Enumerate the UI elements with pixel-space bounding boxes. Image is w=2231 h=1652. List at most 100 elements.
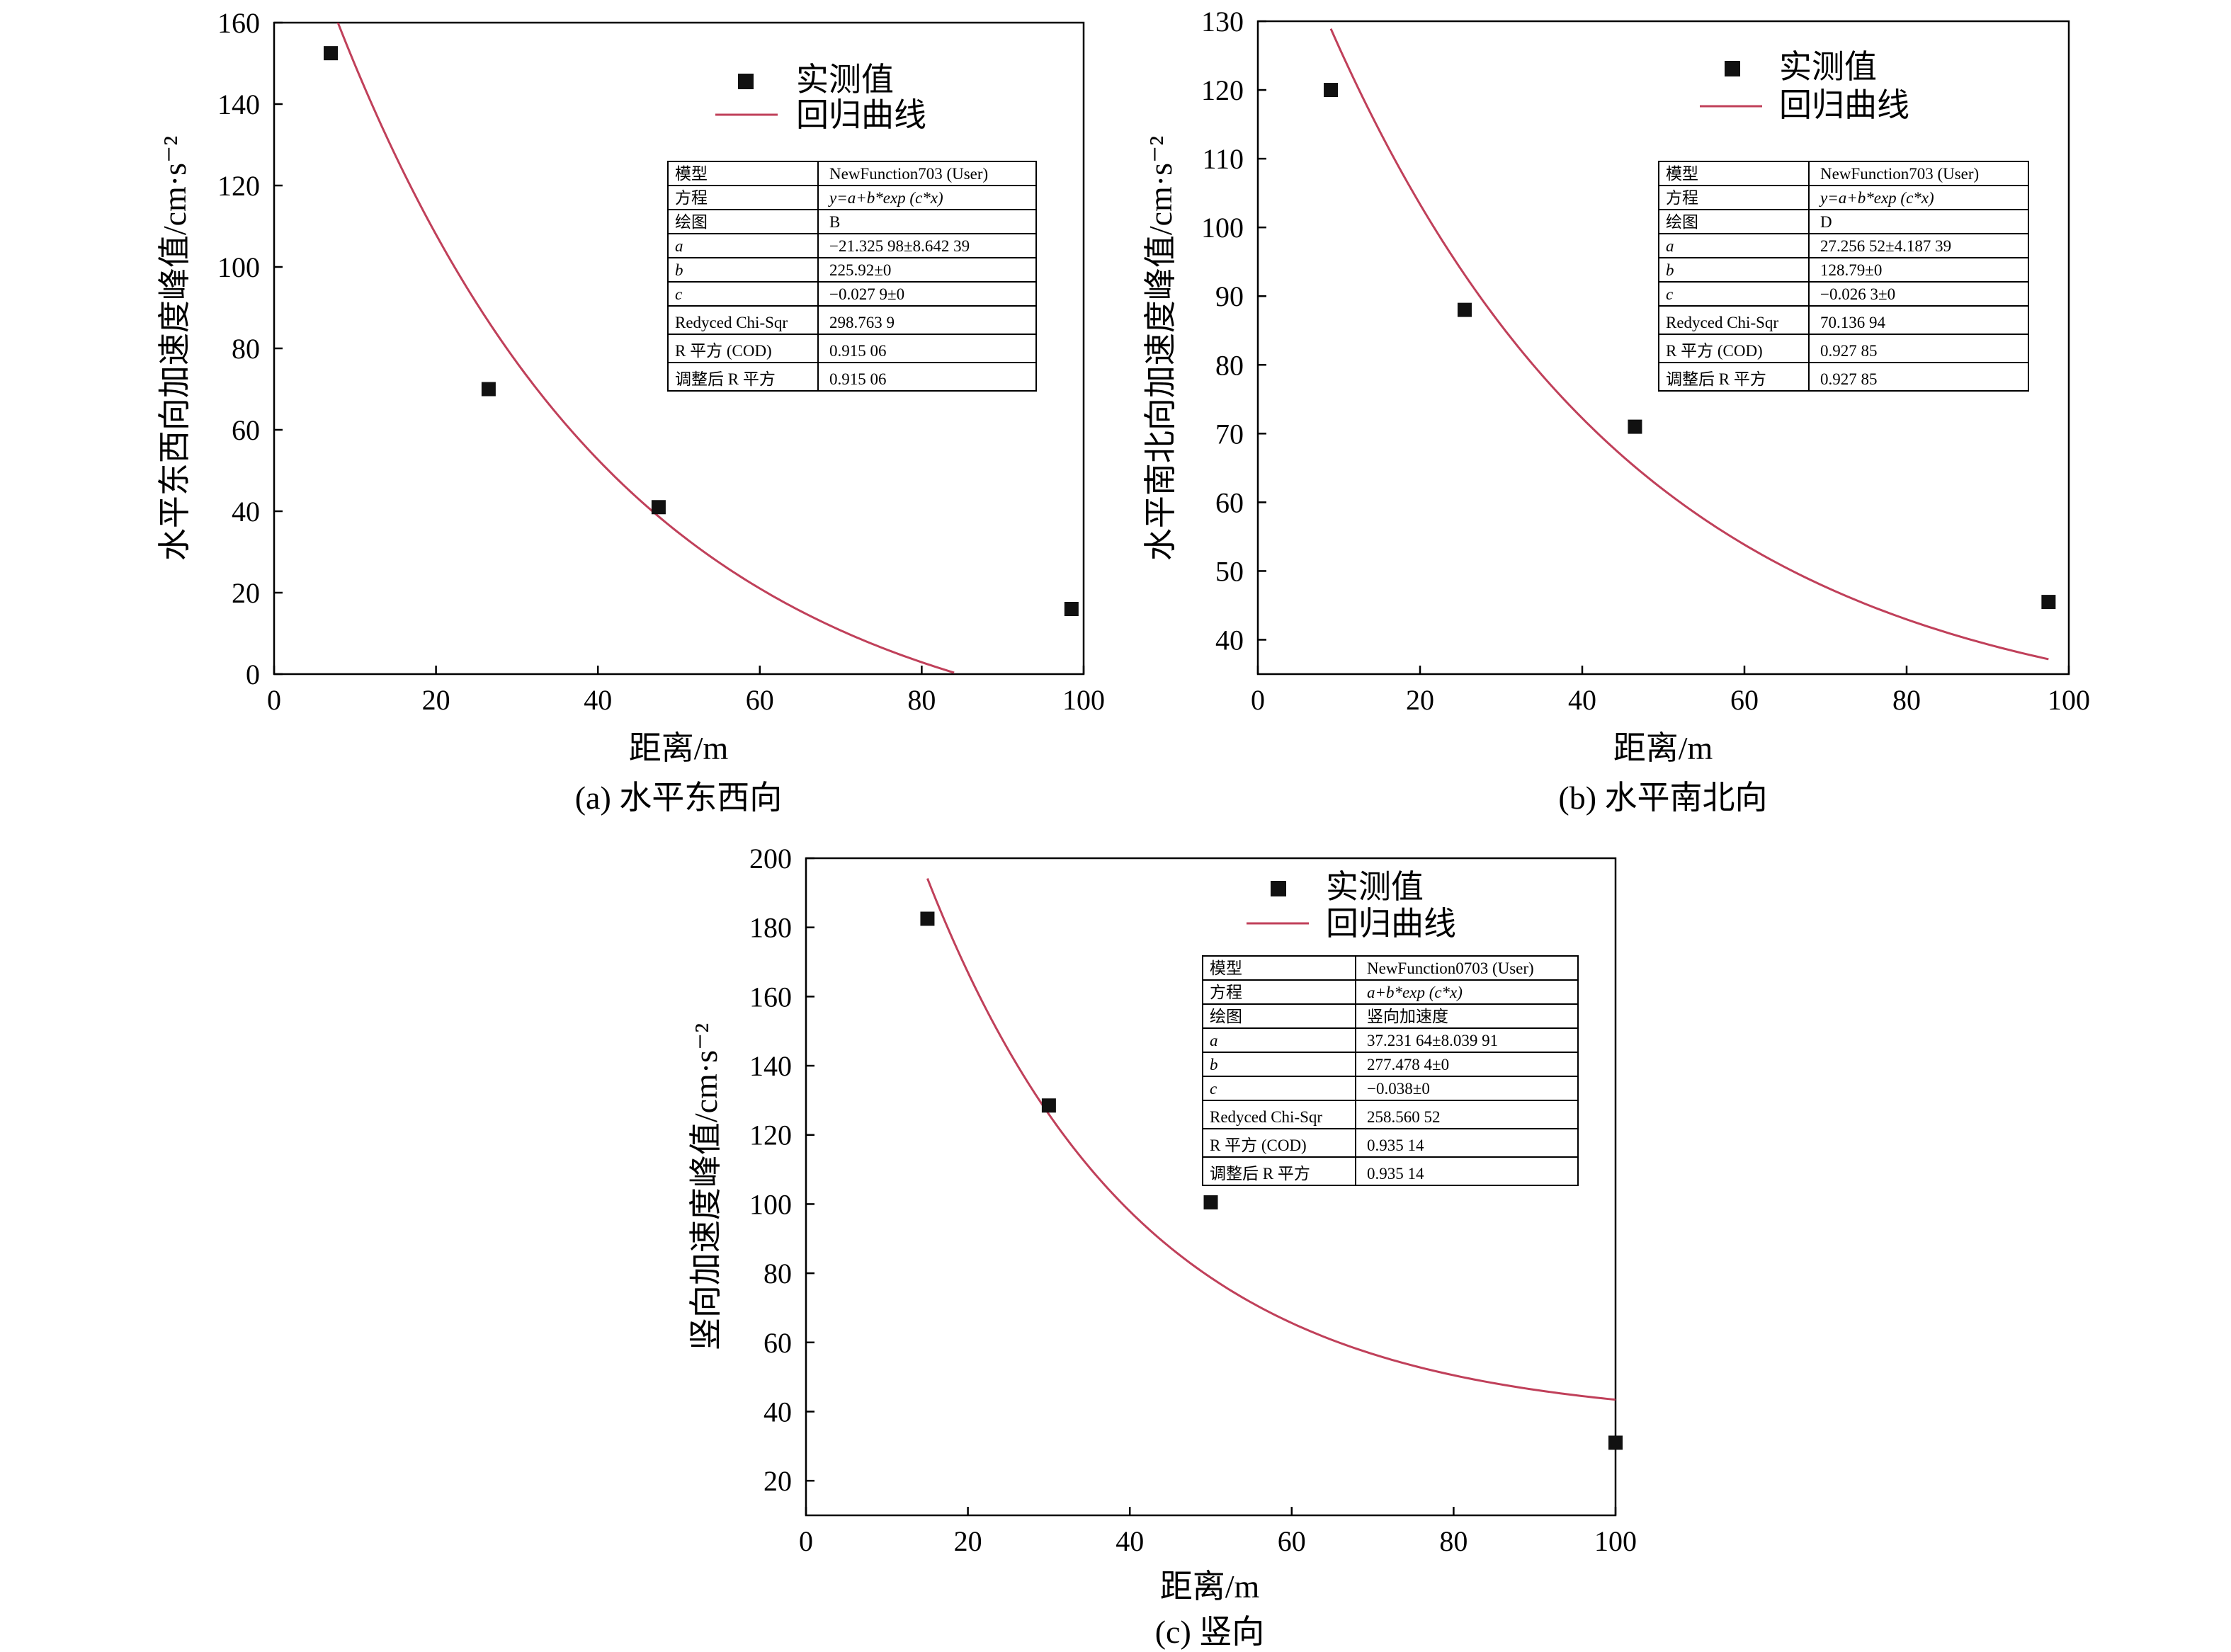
x-tick-label: 80 (1439, 1525, 1468, 1557)
table-cell-value: 70.136 94 (1820, 314, 1886, 331)
table-cell-value: B (829, 213, 840, 231)
regression-curve (336, 23, 955, 674)
x-tick-label: 20 (422, 684, 450, 716)
fit-statistics-table: 模型 NewFunction703 (User) 方程 y=a+b*exp (c*x)… (667, 161, 1037, 392)
y-axis-title: 水平南北向加速度峰值/cm·s⁻² (1142, 136, 1179, 561)
y-tick-label: 80 (1215, 349, 1244, 381)
table-cell-label: 方程 (1210, 984, 1242, 1001)
regression-curve (1329, 28, 2049, 661)
table-cell-label: b (1666, 261, 1674, 279)
data-point (1064, 602, 1079, 616)
table-cell-value: NewFunction0703 (User) (1367, 959, 1534, 977)
legend-marker-measured (738, 74, 754, 89)
y-tick-label: 180 (749, 912, 792, 944)
plot-frame (805, 857, 1617, 1517)
table-cell-label: 模型 (1666, 165, 1698, 183)
data-point (1608, 1435, 1623, 1450)
y-axis: 0 20 40 60 80 100 120 140 160 (217, 7, 283, 690)
table-cell-label: 绘图 (1666, 213, 1698, 231)
data-point (324, 46, 339, 61)
table-cell-label: c (1210, 1080, 1217, 1098)
y-axis: 20 40 60 80 100 120 140 160 180 200 (749, 843, 814, 1497)
table-cell-value: y=a+b*exp (c*x) (828, 189, 943, 207)
legend-label-measured: 实测值 (796, 62, 894, 98)
data-point (1628, 419, 1642, 434)
table-cell-value: −0.026 3±0 (1820, 285, 1895, 303)
x-tick-label: 60 (1730, 684, 1759, 716)
measured-points (324, 46, 1079, 616)
table-cell-label: 模型 (675, 165, 708, 183)
table-cell-value: a+b*exp (c*x) (1367, 984, 1463, 1001)
x-tick-label: 0 (799, 1525, 813, 1557)
table-cell-label: 调整后 R 平方 (675, 370, 776, 388)
y-axis-title: 水平东西向加速度峰值/cm·s⁻² (157, 136, 193, 561)
table-cell-value: −21.325 98±8.642 39 (829, 237, 970, 255)
x-tick-label: 100 (1594, 1525, 1637, 1557)
y-tick-label: 60 (1215, 486, 1244, 518)
table-cell-value: NewFunction703 (User) (1820, 165, 1979, 183)
table-cell-value: 225.92±0 (829, 261, 891, 279)
table-cell-label: Redyced Chi-Sqr (1210, 1108, 1322, 1126)
x-axis: 0 20 40 60 80 100 (799, 1507, 1637, 1557)
legend-label-measured: 实测值 (1779, 49, 1877, 85)
data-point (651, 500, 666, 515)
legend: 实测值 回归曲线 (1700, 49, 1909, 123)
y-tick-label: 20 (232, 577, 260, 609)
x-tick-label: 80 (907, 684, 936, 716)
table-cell-label: a (1666, 237, 1674, 255)
data-point (1041, 1098, 1056, 1113)
x-tick-label: 20 (1406, 684, 1434, 716)
table-cell-value: 0.915 06 (829, 370, 887, 388)
x-axis-title: 距离/m (629, 730, 729, 766)
x-tick-label: 40 (1116, 1525, 1144, 1557)
table-cell-value: 0.935 14 (1367, 1137, 1424, 1154)
table-cell-label: 绘图 (675, 213, 708, 231)
x-tick-label: 60 (746, 684, 774, 716)
measured-points (920, 911, 1623, 1450)
table-cell-value: −0.027 9±0 (829, 285, 904, 303)
y-tick-label: 40 (1215, 624, 1244, 656)
table-cell-label: 调整后 R 平方 (1210, 1165, 1310, 1183)
x-tick-label: 40 (584, 684, 612, 716)
table-cell-value: NewFunction703 (User) (829, 165, 988, 183)
table-border (667, 161, 1037, 392)
y-axis-title: 竖向加速度峰值/cm·s⁻² (688, 1023, 724, 1350)
y-tick-label: 100 (749, 1188, 792, 1220)
y-tick-label: 40 (232, 496, 260, 528)
x-axis: 0 20 40 60 80 100 (267, 666, 1105, 716)
table-cell-value: 0.935 14 (1367, 1165, 1424, 1183)
y-tick-label: 110 (1202, 143, 1244, 175)
y-tick-label: 120 (1201, 74, 1244, 106)
chart-panel-c: 0 20 40 60 80 100 20406080100120140160180200 … (688, 843, 1637, 1650)
table-cell-value: 277.478 4±0 (1367, 1056, 1449, 1073)
y-tick-label: 160 (749, 981, 792, 1013)
y-tick-label: 160 (217, 7, 260, 39)
table-cell-value: 37.231 64±8.039 91 (1367, 1032, 1498, 1049)
table-cell-label: 方程 (675, 189, 708, 207)
table-cell-value: 128.79±0 (1820, 261, 1882, 279)
table-cell-value: −0.038±0 (1367, 1080, 1430, 1098)
table-border (1658, 161, 2029, 392)
x-axis-title: 距离/m (1613, 730, 1713, 766)
legend-marker-measured (1725, 61, 1740, 76)
fit-statistics-table: 模型 NewFunction0703 (User) 方程 a+b*exp (c*x) 绘… (1202, 955, 1579, 1186)
table-cell-value: 258.560 52 (1367, 1108, 1441, 1126)
panel-caption: (a) 水平东西向 (575, 780, 783, 816)
table-cell-label: 模型 (1210, 959, 1242, 977)
y-tick-label: 80 (232, 333, 260, 365)
legend-marker-measured (1271, 881, 1286, 896)
data-point (1457, 302, 1472, 317)
y-tick-label: 120 (217, 170, 260, 202)
y-tick-label: 80 (763, 1258, 792, 1289)
legend-label-fit: 回归曲线 (796, 97, 926, 133)
x-axis: 0 20 40 60 80 100 (1251, 666, 2090, 716)
x-tick-label: 60 (1278, 1525, 1306, 1557)
table-border (1202, 955, 1579, 1186)
y-tick-label: 140 (749, 1050, 792, 1082)
legend-label-fit: 回归曲线 (1326, 906, 1456, 942)
plot-frame (1256, 20, 2070, 676)
table-cell-label: Redyced Chi-Sqr (675, 314, 788, 331)
table-cell-label: b (675, 261, 683, 279)
panel-caption: (b) 水平南北向 (1558, 780, 1767, 816)
